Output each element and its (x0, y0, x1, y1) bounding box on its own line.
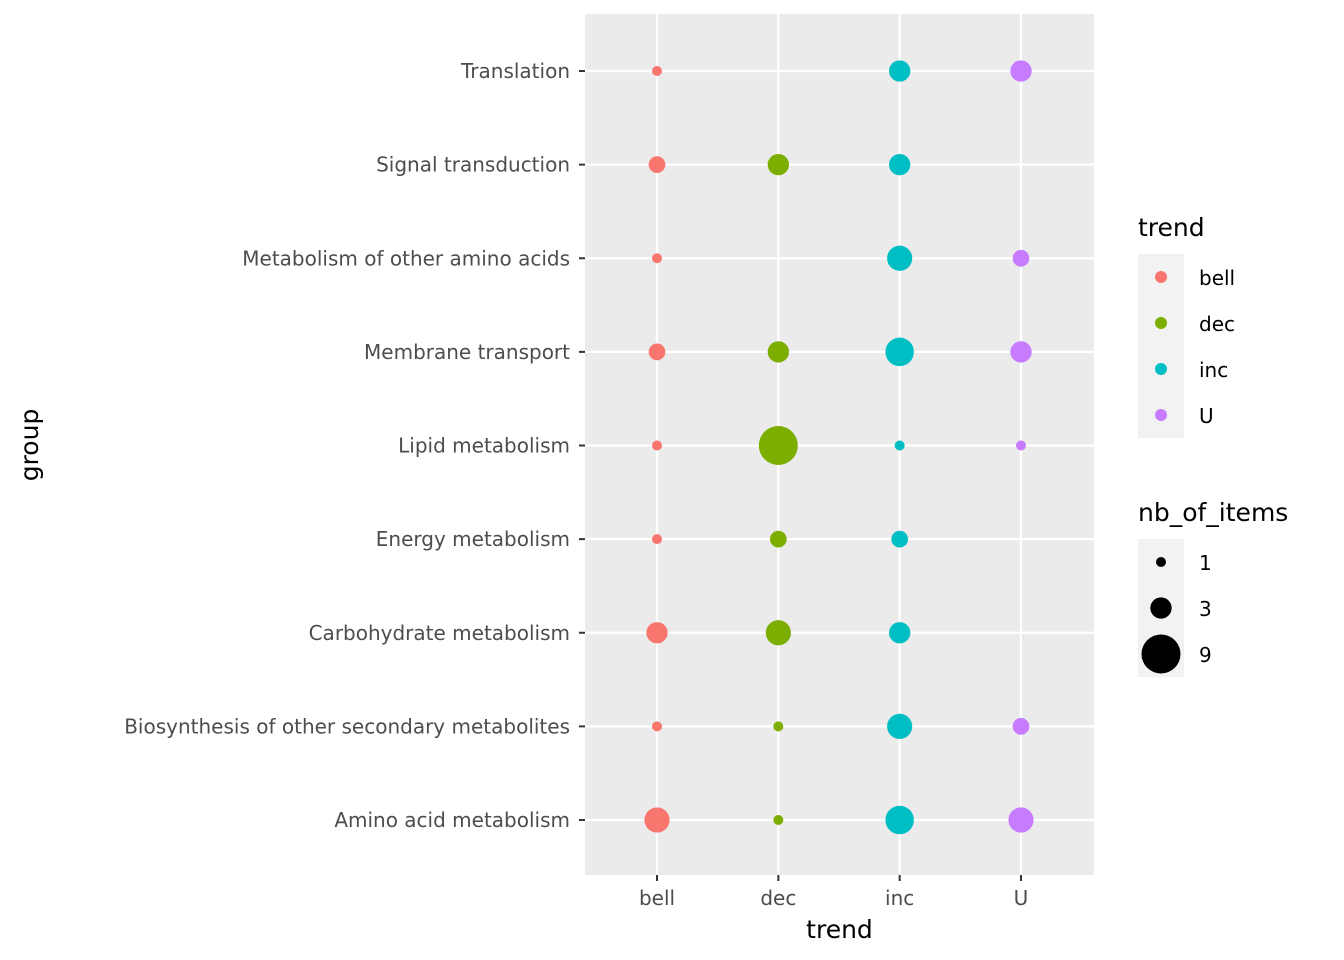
point-U (1012, 249, 1030, 267)
point-U (1010, 341, 1032, 363)
point-U (1010, 60, 1032, 82)
point-dec (767, 341, 789, 363)
legend-size-key (1150, 597, 1172, 619)
point-bell (652, 66, 662, 76)
y-axis-title: group (15, 409, 44, 482)
legend-size-key (1141, 634, 1181, 674)
y-tick-label: Carbohydrate metabolism (309, 621, 570, 645)
legend-trend-key-background (1138, 254, 1184, 438)
legend-size-label: 1 (1199, 551, 1212, 575)
data-points (644, 60, 1034, 835)
x-axis-title: trend (806, 915, 873, 944)
x-tick-label-U: U (1014, 886, 1029, 910)
x-tick-label-inc: inc (885, 886, 914, 910)
legend-size-key (1156, 557, 1166, 567)
legend-trend-label-U: U (1199, 404, 1214, 428)
y-tick-label: Lipid metabolism (398, 434, 570, 458)
point-dec (767, 153, 789, 176)
point-inc (888, 60, 911, 82)
point-dec (765, 620, 791, 646)
x-tick-label-bell: bell (639, 886, 675, 910)
point-inc (885, 805, 914, 835)
point-inc (885, 337, 914, 367)
legend-size-label: 9 (1199, 643, 1212, 667)
legend-trend-label-inc: inc (1199, 358, 1228, 382)
legend-trend-label-bell: bell (1199, 266, 1235, 290)
x-tick-label-dec: dec (760, 886, 796, 910)
point-bell (648, 156, 666, 173)
point-bell (648, 343, 666, 361)
point-U (1015, 440, 1026, 451)
x-axis: bell dec inc U (639, 875, 1028, 910)
legend-trend-key-dec (1155, 317, 1167, 329)
legend-trend-key-inc (1155, 363, 1167, 375)
legend-size-title: nb_of_items (1138, 498, 1288, 527)
point-bell (644, 807, 670, 833)
legend-trend-title: trend (1138, 213, 1205, 242)
point-dec (769, 530, 787, 548)
point-inc (891, 530, 908, 548)
point-dec (773, 721, 784, 732)
y-tick-label: Membrane transport (364, 340, 570, 364)
y-tick-label: Amino acid metabolism (334, 808, 570, 832)
legend-trend-key-bell (1155, 271, 1167, 283)
y-tick-label: Metabolism of other amino acids (242, 246, 570, 270)
legend-size: nb_of_items 1 3 9 (1138, 498, 1288, 677)
point-inc (894, 440, 905, 451)
point-bell (652, 440, 662, 451)
point-U (1008, 807, 1034, 833)
point-U (1012, 718, 1030, 735)
point-dec (758, 426, 798, 465)
point-inc (888, 153, 911, 176)
point-bell (652, 253, 662, 264)
y-axis: Amino acid metabolism Biosynthesis of oth… (124, 59, 585, 832)
legend-trend-key-U (1155, 409, 1167, 421)
point-bell (652, 534, 662, 545)
point-inc (887, 245, 913, 271)
legend-trend-label-dec: dec (1199, 312, 1235, 336)
point-inc (887, 713, 913, 739)
point-dec (773, 815, 784, 825)
point-bell (646, 622, 668, 644)
legend-size-label: 3 (1199, 597, 1212, 621)
y-tick-label: Signal transduction (376, 153, 570, 177)
y-tick-label: Biosynthesis of other secondary metaboli… (124, 714, 570, 738)
point-inc (888, 622, 911, 644)
y-tick-label: Energy metabolism (376, 527, 570, 551)
point-bell (652, 721, 662, 732)
legend-trend: trend bell dec inc U (1138, 213, 1235, 438)
y-tick-label: Translation (460, 59, 570, 83)
